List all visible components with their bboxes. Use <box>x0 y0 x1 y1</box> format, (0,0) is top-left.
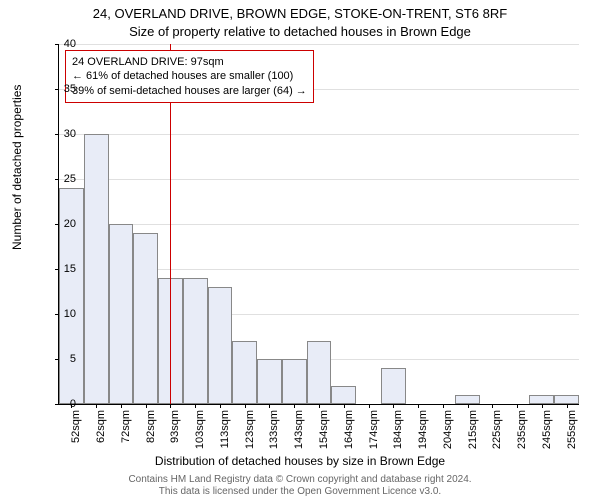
x-tick-label: 184sqm <box>392 410 404 454</box>
x-tick-mark <box>443 404 444 408</box>
y-tick-label: 30 <box>46 128 76 140</box>
y-tick-label: 25 <box>46 173 76 185</box>
chart-title-line2: Size of property relative to detached ho… <box>0 24 600 39</box>
x-tick-label: 123sqm <box>244 410 256 454</box>
x-tick-label: 154sqm <box>318 410 330 454</box>
x-tick-label: 235sqm <box>516 410 528 454</box>
bar <box>257 359 282 404</box>
annotation-line: 24 OVERLAND DRIVE: 97sqm <box>72 55 307 69</box>
x-tick-mark <box>492 404 493 408</box>
y-tick-label: 15 <box>46 263 76 275</box>
x-tick-label: 72sqm <box>120 410 132 454</box>
x-tick-label: 113sqm <box>219 410 231 454</box>
x-tick-mark <box>567 404 568 408</box>
bar <box>282 359 307 404</box>
bar <box>109 224 134 404</box>
x-tick-label: 82sqm <box>145 410 157 454</box>
bar <box>232 341 257 404</box>
x-tick-mark <box>319 404 320 408</box>
x-tick-mark <box>369 404 370 408</box>
y-axis-label: Number of detached properties <box>10 85 24 250</box>
y-tick-label: 5 <box>46 353 76 365</box>
x-tick-label: 255sqm <box>566 410 578 454</box>
chart-title-line1: 24, OVERLAND DRIVE, BROWN EDGE, STOKE-ON… <box>0 6 600 21</box>
y-tick-label: 35 <box>46 83 76 95</box>
bar <box>529 395 554 404</box>
x-tick-mark <box>121 404 122 408</box>
x-tick-label: 194sqm <box>417 410 429 454</box>
x-tick-label: 225sqm <box>491 410 503 454</box>
x-tick-mark <box>170 404 171 408</box>
x-tick-label: 215sqm <box>467 410 479 454</box>
x-tick-mark <box>542 404 543 408</box>
bar <box>133 233 158 404</box>
bar <box>84 134 109 404</box>
gridline <box>59 224 579 225</box>
x-tick-label: 52sqm <box>70 410 82 454</box>
x-tick-mark <box>294 404 295 408</box>
bar <box>554 395 579 404</box>
x-tick-mark <box>146 404 147 408</box>
bar <box>455 395 480 404</box>
x-tick-label: 62sqm <box>95 410 107 454</box>
x-tick-mark <box>418 404 419 408</box>
bar <box>381 368 406 404</box>
bar <box>208 287 233 404</box>
x-tick-label: 204sqm <box>442 410 454 454</box>
x-tick-mark <box>468 404 469 408</box>
x-tick-label: 245sqm <box>541 410 553 454</box>
annotation-line: ← 61% of detached houses are smaller (10… <box>72 69 307 83</box>
x-tick-mark <box>517 404 518 408</box>
footer-line1: Contains HM Land Registry data © Crown c… <box>128 474 471 485</box>
gridline <box>59 179 579 180</box>
x-axis-label: Distribution of detached houses by size … <box>0 454 600 468</box>
annotation-box: 24 OVERLAND DRIVE: 97sqm← 61% of detache… <box>65 50 314 103</box>
footer-line2: This data is licensed under the Open Gov… <box>159 486 441 497</box>
bar <box>331 386 356 404</box>
x-tick-label: 93sqm <box>169 410 181 454</box>
gridline <box>59 134 579 135</box>
x-tick-label: 103sqm <box>194 410 206 454</box>
gridline <box>59 44 579 45</box>
x-tick-mark <box>195 404 196 408</box>
x-tick-label: 133sqm <box>268 410 280 454</box>
y-tick-label: 20 <box>46 218 76 230</box>
x-tick-mark <box>344 404 345 408</box>
x-tick-mark <box>393 404 394 408</box>
x-tick-label: 174sqm <box>368 410 380 454</box>
footer-text: Contains HM Land Registry data © Crown c… <box>8 474 592 498</box>
bar <box>183 278 208 404</box>
y-tick-label: 40 <box>46 38 76 50</box>
x-tick-mark <box>245 404 246 408</box>
bar <box>307 341 332 404</box>
x-tick-mark <box>96 404 97 408</box>
chart-container: 24, OVERLAND DRIVE, BROWN EDGE, STOKE-ON… <box>0 0 600 500</box>
annotation-line: 39% of semi-detached houses are larger (… <box>72 84 307 98</box>
plot-area: 24 OVERLAND DRIVE: 97sqm← 61% of detache… <box>58 44 579 405</box>
x-tick-mark <box>220 404 221 408</box>
y-tick-label: 10 <box>46 308 76 320</box>
y-tick-label: 0 <box>46 398 76 410</box>
x-tick-mark <box>269 404 270 408</box>
x-tick-label: 164sqm <box>343 410 355 454</box>
x-tick-label: 143sqm <box>293 410 305 454</box>
